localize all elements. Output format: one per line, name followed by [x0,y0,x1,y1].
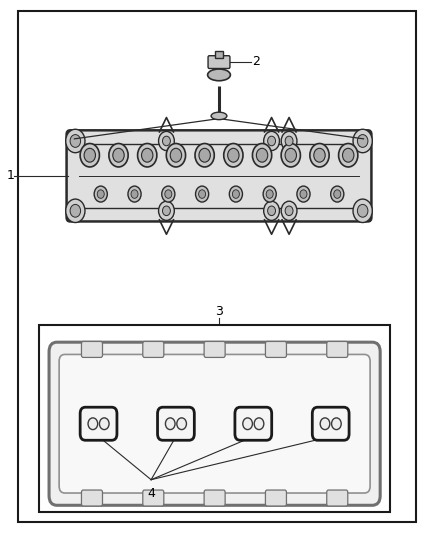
Circle shape [353,199,372,223]
Circle shape [66,130,85,152]
Circle shape [268,206,276,215]
Text: 1: 1 [7,169,14,182]
Circle shape [159,201,174,221]
Ellipse shape [208,69,230,80]
FancyBboxPatch shape [49,342,380,505]
Circle shape [252,143,272,167]
Circle shape [66,199,85,223]
FancyBboxPatch shape [67,130,371,222]
Circle shape [162,186,175,202]
Circle shape [310,143,329,167]
FancyBboxPatch shape [327,342,348,358]
Circle shape [131,190,138,198]
Circle shape [113,148,124,162]
Circle shape [70,134,81,147]
FancyBboxPatch shape [143,342,164,358]
Circle shape [162,206,170,215]
Circle shape [357,134,368,147]
FancyBboxPatch shape [81,342,102,358]
Circle shape [314,148,325,162]
Circle shape [263,186,276,202]
Circle shape [331,186,344,202]
Text: 4: 4 [147,487,155,500]
FancyBboxPatch shape [215,51,223,58]
Circle shape [332,418,341,430]
Circle shape [88,418,98,430]
Circle shape [233,190,240,198]
FancyBboxPatch shape [80,407,117,440]
Circle shape [224,143,243,167]
FancyBboxPatch shape [312,407,349,440]
Circle shape [84,148,95,162]
Circle shape [264,132,279,150]
FancyBboxPatch shape [158,407,194,440]
Circle shape [199,148,210,162]
Circle shape [195,143,214,167]
Circle shape [128,186,141,202]
Circle shape [159,132,174,150]
Circle shape [170,148,182,162]
Circle shape [228,148,239,162]
Circle shape [339,143,358,167]
FancyBboxPatch shape [327,490,348,506]
Circle shape [99,418,109,430]
Circle shape [177,418,187,430]
Circle shape [243,418,252,430]
Circle shape [166,418,175,430]
Circle shape [297,186,310,202]
Circle shape [343,148,354,162]
Circle shape [281,201,297,221]
Circle shape [285,206,293,215]
Circle shape [334,190,341,198]
FancyBboxPatch shape [204,342,225,358]
FancyBboxPatch shape [265,342,286,358]
Circle shape [230,186,243,202]
FancyBboxPatch shape [265,490,286,506]
Circle shape [97,190,104,198]
Circle shape [141,148,153,162]
Circle shape [320,418,330,430]
Text: 2: 2 [252,55,260,68]
FancyBboxPatch shape [39,325,390,512]
Circle shape [256,148,268,162]
FancyBboxPatch shape [81,490,102,506]
FancyBboxPatch shape [208,55,230,68]
Circle shape [70,204,81,217]
Text: 3: 3 [215,305,223,318]
Circle shape [165,190,172,198]
Ellipse shape [211,112,227,119]
Circle shape [109,143,128,167]
Circle shape [166,143,186,167]
Circle shape [357,204,368,217]
Circle shape [281,143,300,167]
Circle shape [138,143,157,167]
Circle shape [285,148,297,162]
FancyBboxPatch shape [235,407,272,440]
FancyBboxPatch shape [143,490,164,506]
Circle shape [268,136,276,146]
Circle shape [195,186,208,202]
Circle shape [300,190,307,198]
Circle shape [266,190,273,198]
FancyBboxPatch shape [18,11,416,522]
Circle shape [198,190,205,198]
Circle shape [281,132,297,150]
Circle shape [254,418,264,430]
Circle shape [94,186,107,202]
FancyBboxPatch shape [59,354,370,493]
FancyBboxPatch shape [204,490,225,506]
Circle shape [285,136,293,146]
Circle shape [353,130,372,152]
Circle shape [80,143,99,167]
Circle shape [162,136,170,146]
Circle shape [264,201,279,221]
